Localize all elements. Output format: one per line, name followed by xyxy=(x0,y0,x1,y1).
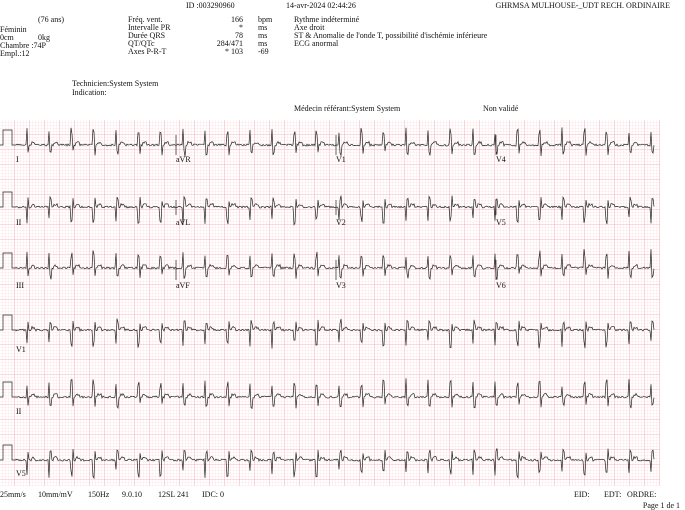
indication: Indication: xyxy=(72,88,107,97)
lead-label: III xyxy=(16,281,24,290)
speed: 25mm/s xyxy=(0,490,26,499)
lead-label: V5 xyxy=(496,218,506,227)
ecg-trace xyxy=(0,127,655,157)
weight: 0kg xyxy=(38,33,50,42)
lead-label: V1 xyxy=(16,345,26,354)
status: Non validé xyxy=(483,104,519,113)
sex: Féminin xyxy=(0,25,27,34)
measure-label: Intervalle PR xyxy=(128,23,171,32)
site: GHRMSA MULHOUSE-_UDT RECH. ORDINAIRE xyxy=(495,1,670,10)
ecg-trace xyxy=(0,378,655,410)
interpretation: ECG anormal xyxy=(294,39,339,48)
version: 9.0.10 xyxy=(122,490,142,499)
measure-value: 166 xyxy=(231,15,243,24)
record-id: ID :003290960 xyxy=(186,1,235,10)
ecg-trace xyxy=(0,314,655,349)
lead-label: aVR xyxy=(176,155,191,164)
edt: EDT: xyxy=(604,490,621,499)
referrer: Médecin référant:System System xyxy=(294,104,401,113)
location: Empl.:12 xyxy=(0,49,30,58)
measure-unit: ms xyxy=(258,23,267,32)
lead-label: V5 xyxy=(16,469,26,478)
lead-label: V3 xyxy=(336,281,346,290)
lead-label: II xyxy=(16,407,22,416)
measure-label: QT/QTc xyxy=(128,39,155,48)
ecg-trace xyxy=(0,444,655,480)
measure-value: * 103 xyxy=(225,47,243,56)
measure-value: 78 xyxy=(235,31,243,40)
ecg-trace xyxy=(0,249,655,281)
measure-value: * xyxy=(239,23,243,32)
measure-unit: bpm xyxy=(258,15,273,24)
lead-label: aVF xyxy=(176,281,190,290)
page: Page 1 de 1 xyxy=(643,501,680,510)
measure-unit: ms xyxy=(258,31,267,40)
age: (76 ans) xyxy=(38,15,64,24)
interpretation: ST & Anomalie de l'onde T, possibilité d… xyxy=(294,31,488,40)
lead-label: V6 xyxy=(496,281,506,290)
height: 0cm xyxy=(0,33,15,42)
program: 12SL 241 xyxy=(158,490,189,499)
lead-label: V4 xyxy=(496,155,506,164)
ecg-grid xyxy=(0,120,660,486)
technician: Technicien:System System xyxy=(72,79,159,88)
eid: EID: xyxy=(574,490,590,499)
room: Chambre :74P xyxy=(0,41,47,50)
measure-unit: ms xyxy=(258,39,267,48)
measure-unit: -69 xyxy=(258,47,269,56)
lead-label: V1 xyxy=(336,155,346,164)
measure-label: Axes P-R-T xyxy=(128,47,167,56)
measure-value: 284/471 xyxy=(217,39,243,48)
idc: IDC: 0 xyxy=(202,490,224,499)
lead-label: II xyxy=(16,218,22,227)
interpretation: Axe droit xyxy=(294,23,325,32)
measure-label: Fréq. vent. xyxy=(128,15,162,24)
filter: 150Hz xyxy=(88,490,110,499)
gain: 10mm/mV xyxy=(38,490,73,499)
interpretation: Rythme indéterminé xyxy=(294,15,360,24)
lead-label: I xyxy=(16,155,19,164)
measure-label: Durée QRS xyxy=(128,31,165,40)
ecg-trace xyxy=(0,191,655,226)
lead-label: aVL xyxy=(176,218,190,227)
lead-label: V2 xyxy=(336,218,346,227)
order: ORDRE: xyxy=(627,490,656,499)
date-time: 14-avr-2024 02:44:26 xyxy=(286,1,356,10)
